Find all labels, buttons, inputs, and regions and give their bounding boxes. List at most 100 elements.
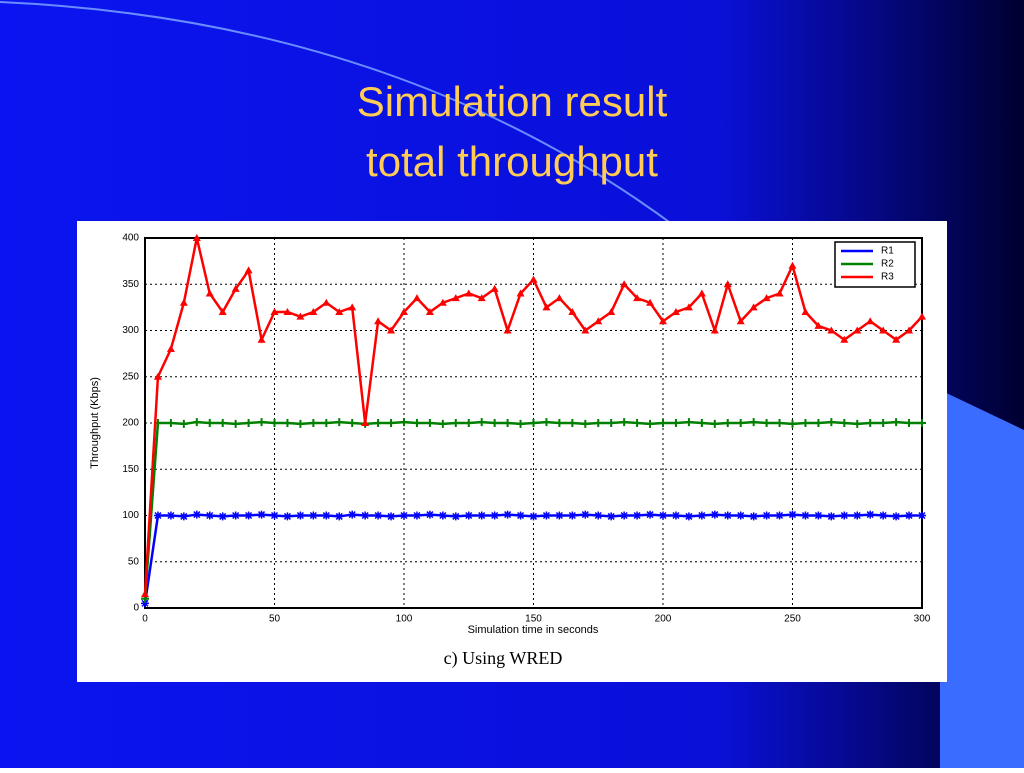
marker — [736, 419, 745, 427]
marker — [620, 280, 629, 288]
marker — [387, 419, 396, 427]
marker — [270, 511, 279, 520]
marker — [192, 418, 201, 427]
marker — [775, 289, 784, 297]
marker — [516, 419, 525, 428]
marker — [710, 419, 719, 428]
marker — [490, 419, 499, 427]
x-tick-label: 50 — [269, 614, 281, 625]
marker — [749, 303, 758, 311]
marker — [231, 511, 240, 520]
marker — [374, 317, 383, 325]
marker — [464, 419, 473, 427]
marker — [179, 512, 188, 521]
marker — [309, 419, 318, 427]
marker — [762, 294, 771, 302]
y-axis-label: Throughput (Kbps) — [89, 377, 101, 469]
marker — [179, 419, 188, 428]
marker — [283, 512, 292, 521]
marker — [697, 511, 706, 520]
marker — [542, 418, 551, 427]
marker — [620, 418, 629, 427]
marker — [684, 303, 693, 311]
marker — [775, 419, 784, 427]
marker — [659, 317, 667, 325]
y-tick-label: 50 — [128, 556, 140, 567]
marker — [736, 511, 745, 520]
marker — [412, 294, 421, 302]
marker — [879, 326, 888, 334]
marker — [387, 326, 396, 334]
marker — [451, 419, 460, 427]
decor-shape — [940, 390, 1024, 768]
marker — [374, 419, 383, 427]
marker — [646, 298, 655, 306]
y-tick-label: 100 — [122, 510, 139, 521]
marker — [905, 326, 914, 334]
marker — [697, 419, 706, 427]
marker — [710, 326, 719, 334]
caption: c) Using WRED — [444, 648, 563, 669]
marker — [348, 303, 357, 311]
x-tick-label: 150 — [525, 614, 542, 625]
marker — [633, 294, 642, 302]
marker — [477, 294, 486, 302]
marker — [671, 308, 680, 315]
x-tick-label: 300 — [914, 614, 931, 625]
marker — [918, 511, 926, 520]
marker — [529, 419, 538, 427]
marker — [503, 510, 512, 519]
marker — [684, 512, 693, 521]
marker — [400, 418, 408, 427]
marker — [840, 419, 849, 427]
marker — [723, 280, 732, 288]
y-tick-label: 200 — [122, 418, 139, 429]
marker — [141, 599, 149, 608]
marker — [503, 326, 512, 334]
marker — [827, 418, 836, 427]
marker — [775, 511, 784, 520]
marker — [438, 298, 447, 306]
marker — [166, 345, 175, 352]
marker — [529, 275, 538, 283]
x-tick-label: 0 — [142, 614, 148, 625]
marker — [762, 419, 771, 427]
marker — [141, 590, 149, 598]
marker — [646, 510, 655, 519]
marker — [594, 511, 603, 520]
marker — [322, 419, 331, 427]
marker — [866, 510, 875, 519]
marker — [620, 511, 629, 520]
marker — [244, 266, 253, 274]
marker — [438, 419, 447, 428]
marker — [542, 303, 551, 311]
subtitle: total throughput — [366, 138, 658, 185]
marker — [438, 511, 447, 520]
marker — [361, 511, 370, 520]
x-tick-label: 100 — [396, 614, 413, 625]
marker — [918, 312, 926, 320]
marker — [451, 512, 460, 521]
marker — [671, 511, 680, 520]
marker — [322, 511, 331, 520]
marker — [659, 511, 667, 520]
legend-label: R3 — [881, 272, 894, 283]
marker — [348, 419, 357, 427]
marker — [516, 289, 525, 297]
marker — [270, 419, 279, 427]
marker — [464, 289, 473, 297]
marker — [205, 419, 214, 427]
marker — [866, 317, 875, 325]
marker — [736, 317, 745, 325]
marker — [814, 511, 823, 520]
marker — [749, 418, 758, 427]
marker — [490, 284, 499, 292]
marker — [840, 511, 849, 520]
marker — [270, 308, 279, 315]
marker — [814, 419, 823, 427]
marker — [827, 326, 836, 334]
marker — [697, 289, 706, 297]
marker — [412, 419, 421, 427]
